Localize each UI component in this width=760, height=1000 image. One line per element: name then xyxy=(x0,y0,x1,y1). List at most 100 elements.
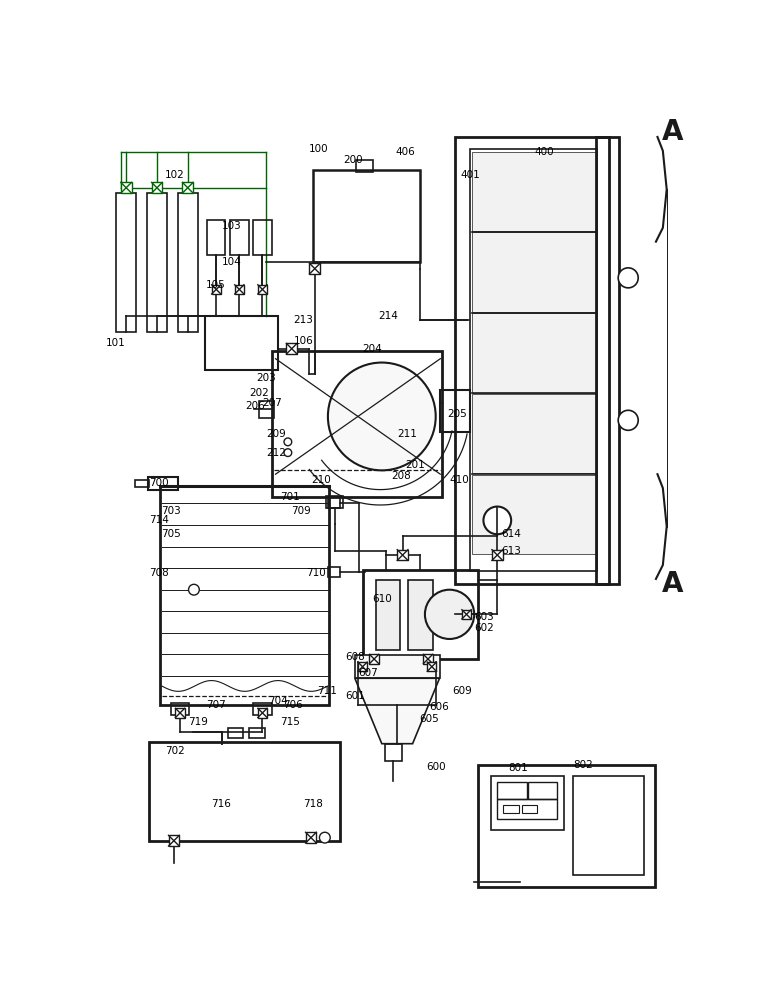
Bar xyxy=(116,193,136,332)
Bar xyxy=(228,728,243,738)
Text: 716: 716 xyxy=(211,799,231,809)
Text: 102: 102 xyxy=(165,170,185,180)
Text: 406: 406 xyxy=(396,147,416,157)
Bar xyxy=(423,654,432,664)
Bar xyxy=(306,832,316,843)
Bar xyxy=(503,805,519,813)
Text: 607: 607 xyxy=(359,668,378,678)
Bar xyxy=(160,486,329,705)
Bar xyxy=(147,193,167,332)
Circle shape xyxy=(618,410,638,430)
Text: 214: 214 xyxy=(378,311,397,321)
Bar xyxy=(462,610,471,619)
Text: 210: 210 xyxy=(311,475,331,485)
Text: 100: 100 xyxy=(309,144,328,154)
Circle shape xyxy=(284,438,292,446)
Text: 714: 714 xyxy=(149,515,169,525)
Text: 213: 213 xyxy=(293,315,313,325)
Text: 703: 703 xyxy=(162,506,182,516)
Bar xyxy=(211,285,221,294)
Text: 206: 206 xyxy=(245,401,265,411)
Text: 700: 700 xyxy=(149,478,169,488)
Text: 202: 202 xyxy=(249,388,269,398)
Bar xyxy=(408,580,432,650)
Text: 710: 710 xyxy=(306,568,326,578)
Text: 200: 200 xyxy=(344,155,363,165)
Bar xyxy=(375,580,401,650)
Text: 608: 608 xyxy=(345,652,365,662)
Text: 614: 614 xyxy=(501,529,521,539)
Text: 400: 400 xyxy=(534,147,554,157)
Text: 702: 702 xyxy=(165,746,185,756)
Bar xyxy=(472,152,596,231)
Bar xyxy=(148,477,178,490)
Bar xyxy=(151,182,163,193)
Bar xyxy=(176,708,185,718)
Text: 106: 106 xyxy=(294,336,314,346)
Text: 605: 605 xyxy=(419,714,439,724)
Polygon shape xyxy=(355,678,439,744)
Bar xyxy=(235,285,244,294)
Bar xyxy=(169,835,179,846)
Text: 708: 708 xyxy=(149,568,169,578)
Circle shape xyxy=(328,363,435,470)
Text: 203: 203 xyxy=(256,373,276,383)
Text: 205: 205 xyxy=(447,409,467,419)
Text: 212: 212 xyxy=(266,448,287,458)
Bar xyxy=(258,285,267,294)
Bar xyxy=(440,389,470,432)
Bar xyxy=(328,497,340,508)
Text: 101: 101 xyxy=(106,338,126,348)
Bar xyxy=(455,137,609,584)
Circle shape xyxy=(188,584,199,595)
Text: 705: 705 xyxy=(162,529,182,539)
Bar xyxy=(249,728,264,738)
Bar xyxy=(135,480,149,487)
Text: 104: 104 xyxy=(222,257,242,267)
Text: 401: 401 xyxy=(461,170,480,180)
Circle shape xyxy=(284,449,292,456)
Bar xyxy=(596,137,619,584)
Text: 600: 600 xyxy=(426,762,446,772)
Bar xyxy=(258,708,267,718)
Bar xyxy=(472,313,596,393)
Text: A: A xyxy=(662,118,683,146)
Text: 613: 613 xyxy=(501,546,521,556)
Text: 204: 204 xyxy=(363,344,382,354)
Bar xyxy=(385,744,402,761)
Bar xyxy=(178,193,198,332)
Text: 606: 606 xyxy=(429,702,449,712)
Text: 103: 103 xyxy=(222,221,242,231)
Bar xyxy=(258,401,274,418)
Text: 707: 707 xyxy=(206,700,226,710)
Bar xyxy=(363,570,478,659)
Bar xyxy=(491,776,564,830)
Bar xyxy=(358,662,367,671)
Bar xyxy=(253,703,271,715)
Bar xyxy=(230,220,249,255)
Text: 701: 701 xyxy=(280,492,300,502)
Bar xyxy=(287,343,297,354)
Text: 105: 105 xyxy=(206,280,226,290)
Bar xyxy=(472,394,596,473)
Bar xyxy=(356,160,373,172)
Bar xyxy=(573,776,644,875)
Bar xyxy=(492,550,502,560)
Bar xyxy=(149,742,340,841)
Bar xyxy=(312,170,420,262)
Bar xyxy=(528,782,557,799)
Text: 610: 610 xyxy=(372,594,392,604)
Text: 709: 709 xyxy=(291,506,311,516)
Text: 719: 719 xyxy=(188,717,207,727)
Bar xyxy=(472,232,596,312)
Bar xyxy=(478,765,655,887)
Bar xyxy=(497,799,557,819)
Bar xyxy=(355,655,439,678)
Bar xyxy=(204,316,278,370)
Bar xyxy=(121,182,131,193)
Text: 718: 718 xyxy=(303,799,323,809)
Text: 602: 602 xyxy=(474,623,494,633)
Bar xyxy=(369,654,378,664)
Bar xyxy=(182,182,193,193)
Bar xyxy=(171,703,189,715)
